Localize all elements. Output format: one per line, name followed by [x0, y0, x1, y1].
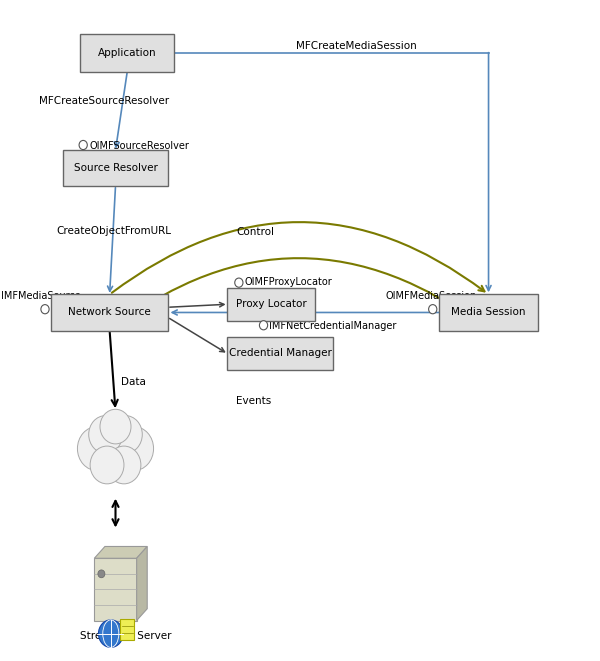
FancyBboxPatch shape	[227, 288, 315, 321]
Circle shape	[98, 570, 105, 578]
Circle shape	[79, 140, 87, 149]
Text: Source Resolver: Source Resolver	[74, 163, 157, 173]
Circle shape	[77, 426, 117, 471]
Circle shape	[428, 305, 437, 314]
Text: IMFMediaSource: IMFMediaSource	[1, 292, 80, 301]
Circle shape	[89, 416, 122, 453]
Circle shape	[259, 321, 268, 330]
FancyBboxPatch shape	[80, 34, 174, 71]
Text: MFCreateSourceResolver: MFCreateSourceResolver	[39, 97, 169, 106]
Text: Streaming Server: Streaming Server	[80, 631, 172, 641]
Text: Credential Manager: Credential Manager	[229, 348, 331, 358]
Polygon shape	[137, 547, 147, 621]
Text: OIMFMediaSession: OIMFMediaSession	[386, 292, 477, 301]
FancyBboxPatch shape	[94, 559, 137, 621]
Circle shape	[92, 425, 139, 479]
Circle shape	[98, 620, 123, 647]
Circle shape	[90, 446, 124, 484]
Text: Events: Events	[236, 396, 271, 406]
Text: MFCreateMediaSession: MFCreateMediaSession	[296, 41, 417, 51]
FancyBboxPatch shape	[51, 294, 169, 330]
FancyBboxPatch shape	[227, 337, 333, 369]
Circle shape	[41, 305, 49, 314]
FancyBboxPatch shape	[439, 294, 538, 330]
Text: Application: Application	[98, 48, 157, 58]
FancyBboxPatch shape	[120, 619, 134, 641]
Circle shape	[109, 416, 142, 453]
Polygon shape	[94, 547, 147, 559]
Text: Media Session: Media Session	[451, 307, 526, 317]
Circle shape	[235, 278, 243, 288]
Text: OIMFProxyLocator: OIMFProxyLocator	[245, 277, 332, 288]
Text: Network Source: Network Source	[68, 307, 151, 317]
Text: Control: Control	[236, 227, 274, 237]
Text: OIMFSourceResolver: OIMFSourceResolver	[89, 141, 190, 151]
Text: IMFNetCredentialManager: IMFNetCredentialManager	[269, 321, 397, 331]
Text: Data: Data	[121, 377, 146, 387]
Text: CreateObjectFromURL: CreateObjectFromURL	[57, 226, 172, 236]
Text: Proxy Locator: Proxy Locator	[236, 299, 307, 309]
FancyBboxPatch shape	[62, 150, 169, 186]
Circle shape	[100, 409, 131, 444]
Circle shape	[107, 446, 141, 484]
Circle shape	[114, 426, 154, 471]
